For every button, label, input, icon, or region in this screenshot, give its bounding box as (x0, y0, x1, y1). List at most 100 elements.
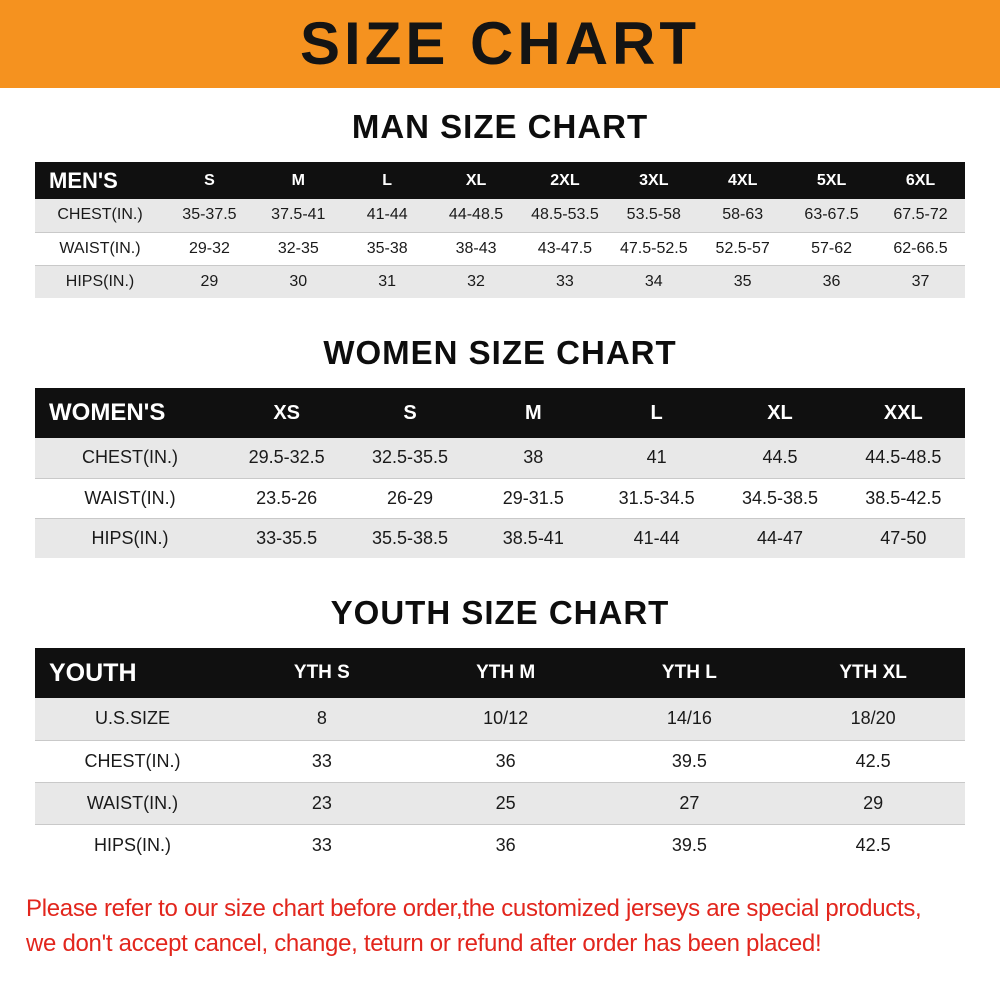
column-header: 6XL (905, 171, 936, 189)
cell-value: 30 (289, 272, 308, 290)
cell-value: 62-66.5 (893, 239, 948, 257)
table-header-row: WOMEN'S XS S M L XL XXL (35, 388, 965, 438)
table-row: WAIST(IN.) 23.5-26 26-29 29-31.5 31.5-34.5 34… (35, 478, 965, 518)
footer-notice: Please refer to our size chart before or… (26, 892, 974, 962)
row-label: HIPS(IN.) (91, 527, 169, 548)
notice-line-1: Please refer to our size chart before or… (26, 895, 922, 922)
cell-value: 57-62 (811, 239, 853, 257)
column-header: M (291, 171, 305, 189)
row-label: CHEST(IN.) (84, 750, 181, 771)
cell-value: 33 (556, 272, 574, 290)
row-label: HIPS(IN.) (65, 272, 135, 290)
banner-title: SIZE CHART (300, 10, 700, 77)
cell-value: 29-31.5 (502, 487, 564, 508)
cell-value: 42.5 (855, 750, 891, 771)
column-header: 4XL (728, 171, 758, 189)
row-label: CHEST(IN.) (82, 447, 178, 468)
row-label: WAIST(IN.) (59, 239, 141, 257)
cell-value: 25 (495, 792, 516, 813)
women-size-table: WOMEN'S XS S M L XL XXL CHEST(IN.) 29.5-32.5 32.5… (35, 388, 965, 558)
column-header: L (650, 401, 663, 424)
cell-value: 44-47 (756, 527, 803, 548)
cell-value: 32-35 (277, 239, 319, 257)
column-header: M (524, 401, 542, 424)
cell-value: 44.5 (762, 447, 798, 468)
men-section-title: MAN SIZE CHART (351, 108, 649, 145)
men-size-table: MEN'S S M L XL 2XL 3XL 4XL 5XL 6XL CHEST(IN.) 35-37… (35, 162, 965, 298)
cell-value: 14/16 (666, 708, 712, 729)
cell-value: 32.5-35.5 (371, 447, 449, 468)
cell-value: 39.5 (671, 834, 707, 855)
row-label: CHEST(IN.) (57, 206, 143, 224)
cell-value: 10/12 (483, 708, 529, 729)
banner: SIZE CHART (0, 0, 1000, 88)
cell-value: 37 (911, 272, 930, 290)
cell-value: 36 (822, 272, 841, 290)
cell-value: 35-38 (366, 239, 408, 257)
cell-value: 52.5-57 (715, 239, 770, 257)
row-label: WAIST(IN.) (86, 792, 179, 813)
cell-value: 63-67.5 (804, 206, 859, 224)
cell-value: 44.5-48.5 (865, 447, 942, 468)
cell-value: 34.5-38.5 (741, 487, 818, 508)
table-row: CHEST(IN.) 33 36 39.5 42.5 (35, 740, 965, 782)
table-row: WAIST(IN.) 23 25 27 29 (35, 782, 965, 824)
column-header: S (204, 171, 215, 189)
cell-value: 36 (495, 750, 516, 771)
table-row: HIPS(IN.) 29 30 31 32 33 34 35 36 37 (35, 265, 965, 298)
cell-value: 48.5-53.5 (531, 206, 599, 224)
cell-value: 58-63 (722, 206, 764, 224)
column-header: S (403, 401, 417, 424)
row-label: U.S.SIZE (94, 708, 170, 729)
column-header: YTH L (661, 662, 717, 683)
column-header: XL (767, 401, 793, 424)
column-header: XS (273, 401, 300, 424)
cell-value: 34 (644, 272, 663, 290)
size-chart-sections: MAN SIZE CHART MEN'S S M L XL 2XL 3XL 4XL 5XL 6XL C… (0, 108, 1000, 866)
section-women: WOMEN SIZE CHART WOMEN'S XS S M L XL XXL CHEST(I… (0, 334, 1000, 558)
cell-value: 29 (863, 792, 884, 813)
cell-value: 23.5-26 (256, 487, 318, 508)
column-header: L (382, 171, 393, 189)
section-youth: YOUTH SIZE CHART YOUTH YTH S YTH M YTH L YTH … (0, 594, 1000, 866)
column-header: YTH M (476, 662, 536, 683)
column-header: 2XL (550, 171, 580, 189)
cell-value: 29-32 (188, 239, 230, 257)
cell-value: 32 (467, 272, 485, 290)
cell-value: 53.5-58 (626, 206, 681, 224)
row-label: WAIST(IN.) (84, 487, 176, 508)
cell-value: 27 (679, 792, 700, 813)
cell-value: 47-50 (880, 527, 927, 548)
table-row: HIPS(IN.) 33-35.5 35.5-38.5 38.5-41 41-44 44-… (35, 518, 965, 558)
cell-value: 38-43 (455, 239, 497, 257)
cell-value: 26-29 (386, 487, 434, 508)
cell-value: 41-44 (633, 527, 680, 548)
cell-value: 33 (311, 750, 332, 771)
cell-value: 35-37.5 (182, 206, 237, 224)
cell-value: 41 (646, 447, 667, 468)
cell-value: 43-47.5 (537, 239, 593, 257)
cell-value: 29 (200, 272, 219, 290)
cell-value: 38.5-41 (502, 527, 564, 548)
table-row: CHEST(IN.) 35-37.5 37.5-41 41-44 44-48.5 48.5… (35, 199, 965, 232)
cell-value: 39.5 (671, 750, 707, 771)
column-header: 5XL (816, 171, 847, 189)
cell-value: 36 (495, 834, 516, 855)
cell-value: 23 (311, 792, 332, 813)
cell-value: 31 (378, 272, 397, 290)
cell-value: 33-35.5 (256, 527, 318, 548)
cell-value: 29.5-32.5 (248, 447, 325, 468)
cell-value: 44-48.5 (448, 206, 504, 224)
cell-value: 38 (523, 447, 544, 468)
cell-value: 37.5-41 (271, 206, 326, 224)
youth-header-label: YOUTH (49, 658, 137, 687)
column-header: XXL (883, 401, 923, 424)
column-header: YTH S (293, 662, 350, 683)
column-header: XL (465, 171, 487, 189)
table-header-row: YOUTH YTH S YTH M YTH L YTH XL (35, 648, 965, 698)
women-header-label: WOMEN'S (49, 399, 166, 426)
cell-value: 8 (316, 708, 327, 729)
column-header: YTH XL (839, 662, 907, 683)
table-row: U.S.SIZE 8 10/12 14/16 18/20 (35, 698, 965, 740)
